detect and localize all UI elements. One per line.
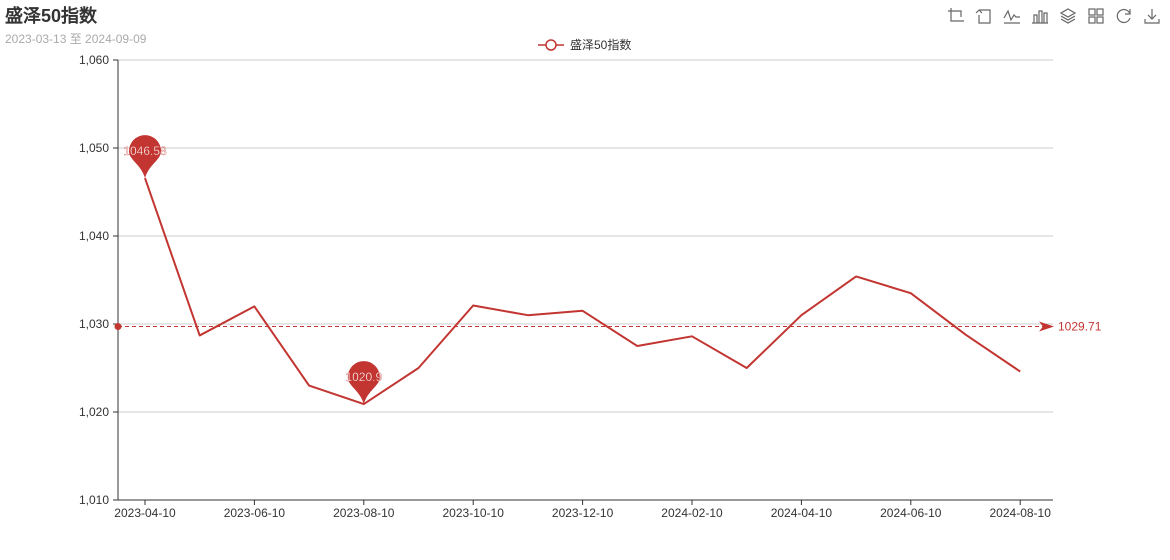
data-point[interactable] [907, 289, 915, 297]
save-image-icon [1144, 9, 1160, 24]
y-tick-label: 1,010 [79, 493, 109, 507]
save-image-button[interactable] [1140, 5, 1164, 27]
data-point[interactable] [250, 302, 258, 310]
chart-subtitle: 2023-03-13 至 2024-09-09 [5, 32, 147, 46]
bar-chart-button[interactable] [1028, 5, 1052, 27]
mark-line-arrow [1039, 321, 1054, 332]
tiled-icon [1088, 8, 1104, 24]
y-tick-label: 1,040 [79, 229, 109, 243]
data-point[interactable] [688, 332, 696, 340]
x-tick-label: 2024-04-10 [771, 506, 833, 520]
mark-point-label: 1046.58 [123, 144, 167, 158]
data-zoom-button[interactable] [944, 5, 968, 27]
chart-title: 盛泽50指数 [5, 6, 98, 26]
stack-button[interactable] [1056, 5, 1080, 27]
mark-line-label: 1029.71 [1058, 320, 1102, 334]
x-tick-label: 2023-10-10 [443, 506, 505, 520]
mark-point-label: 1020.9 [345, 370, 382, 384]
x-tick-label: 2023-08-10 [333, 506, 395, 520]
data-zoom-icon [948, 8, 964, 22]
mark-point-pin[interactable] [129, 135, 161, 179]
data-point[interactable] [579, 307, 587, 315]
y-tick-label: 1,030 [79, 317, 109, 331]
line-chart-icon [1003, 9, 1020, 24]
data-point[interactable] [415, 364, 423, 372]
zoom-reset-icon [975, 9, 991, 24]
restore-button[interactable] [1112, 5, 1136, 27]
zoom-reset-button[interactable] [972, 5, 996, 27]
legend-item[interactable]: 盛泽50指数 [538, 36, 631, 53]
line-chart-button[interactable] [1000, 5, 1024, 27]
stack-icon [1059, 8, 1077, 24]
tiled-button[interactable] [1084, 5, 1108, 27]
data-point[interactable] [743, 364, 751, 372]
data-point[interactable] [1016, 368, 1024, 376]
legend-line-circle-icon [538, 38, 564, 51]
y-tick-label: 1,020 [79, 405, 109, 419]
x-tick-label: 2023-12-10 [552, 506, 614, 520]
data-point[interactable] [852, 272, 860, 280]
y-tick-label: 1,060 [79, 53, 109, 67]
data-point[interactable] [305, 382, 313, 390]
data-point[interactable] [469, 302, 477, 310]
bar-chart-icon [1032, 10, 1048, 24]
data-point[interactable] [797, 311, 805, 319]
y-tick-label: 1,050 [79, 141, 109, 155]
toolbox [944, 5, 1164, 27]
x-tick-label: 2023-04-10 [114, 506, 176, 520]
data-point[interactable] [196, 331, 204, 339]
x-tick-label: 2024-02-10 [661, 506, 723, 520]
data-point[interactable] [524, 311, 532, 319]
legend-label: 盛泽50指数 [570, 38, 632, 52]
data-point[interactable] [633, 342, 641, 350]
series-line [144, 177, 1021, 406]
mark-point-pin[interactable] [347, 361, 380, 405]
x-tick-label: 2024-06-10 [880, 506, 942, 520]
x-tick-label: 2024-08-10 [990, 506, 1052, 520]
restore-icon [1116, 8, 1131, 24]
data-point[interactable] [962, 331, 970, 339]
x-tick-label: 2023-06-10 [224, 506, 286, 520]
